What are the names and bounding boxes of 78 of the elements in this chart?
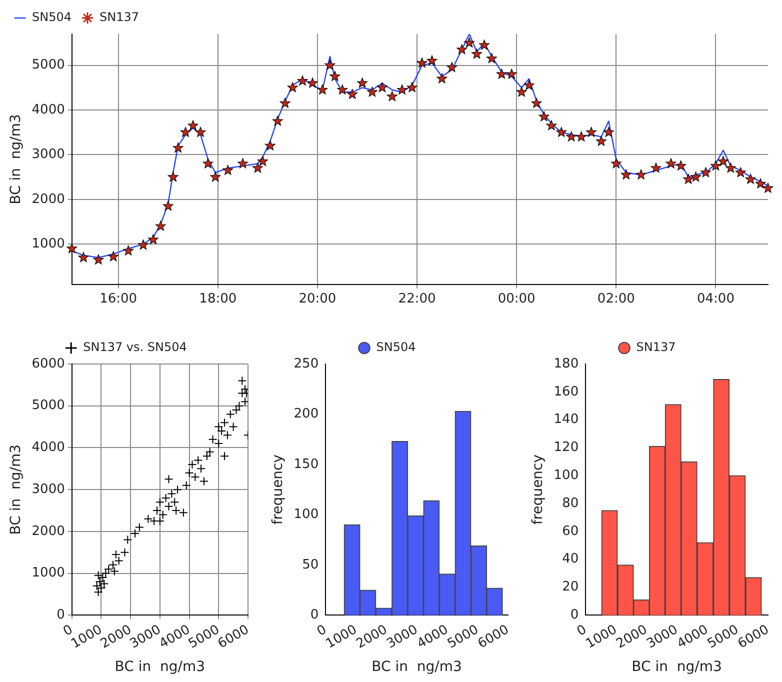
y-tick-label: 100: [294, 507, 319, 522]
legend-label: SN137 vs. SN504: [83, 340, 187, 354]
y-tick-label: 2000: [32, 192, 65, 207]
y-tick-label: 0: [56, 608, 65, 623]
point: [228, 422, 238, 432]
point: [101, 568, 110, 578]
y-tick-label: 80: [562, 496, 579, 511]
point: [234, 401, 244, 410]
x-tick-label: 20:00: [298, 292, 336, 307]
x-tick-label: 02:00: [597, 292, 635, 307]
y-axis-title: BC in ng/m3: [8, 114, 24, 204]
y-tick-label: 150: [294, 456, 319, 472]
x-tick-label: 16:00: [100, 292, 138, 307]
point: [94, 588, 103, 597]
y-tick-label: 5000: [32, 58, 65, 73]
y-tick-label: 20: [562, 580, 579, 595]
y-tick-label: 160: [554, 384, 579, 400]
point: [188, 460, 197, 469]
y-tick-label: 50: [302, 557, 319, 572]
y-axis-title: BC in ng/m3: [8, 444, 24, 535]
point: [161, 493, 170, 502]
y-tick-label: 180: [554, 356, 579, 372]
legend-label: SN137: [636, 340, 676, 354]
y-tick-label: 40: [562, 552, 579, 567]
y-tick-label: 200: [294, 406, 319, 422]
x-axis-title: BC in ng/m3: [372, 659, 462, 676]
y-tick-label: 3000: [32, 147, 65, 162]
x-axis-title: BC in ng/m3: [114, 659, 206, 676]
point: [226, 410, 235, 419]
y-tick-label: 0: [310, 608, 319, 623]
legend-label: SN504: [376, 340, 416, 354]
x-tick-label: 04:00: [696, 292, 734, 307]
point: [182, 480, 191, 490]
y-tick-label: 100: [554, 468, 579, 483]
y-axis-title: frequency: [530, 454, 546, 525]
x-tick-label: 00:00: [498, 292, 536, 307]
y-tick-label: 3000: [32, 482, 65, 497]
legend-label: SN137: [100, 10, 139, 24]
y-axis-title: frequency: [270, 454, 286, 525]
legend-label: SN504: [32, 10, 72, 24]
x-axis-title: BC in ng/m3: [632, 659, 722, 676]
y-tick-label: 1000: [32, 566, 65, 581]
y-tick-label: 5000: [32, 398, 65, 414]
point: [238, 376, 247, 386]
y-tick-label: 140: [554, 412, 579, 428]
y-tick-label: 60: [562, 524, 579, 539]
y-tick-label: 250: [294, 356, 319, 372]
point: [155, 498, 164, 507]
point: [220, 418, 230, 428]
point: [220, 452, 230, 461]
y-tick-label: 2000: [32, 524, 65, 539]
point: [232, 406, 241, 415]
point: [194, 456, 203, 465]
point: [172, 506, 181, 516]
point: [130, 529, 140, 538]
point: [164, 474, 174, 484]
point: [123, 535, 132, 544]
x-tick-label: 18:00: [199, 292, 237, 307]
y-tick-label: 4000: [32, 102, 65, 118]
point: [199, 476, 208, 486]
point: [164, 502, 174, 511]
y-tick-label: 4000: [32, 440, 65, 456]
point: [178, 508, 188, 518]
point: [173, 485, 182, 494]
point: [205, 447, 214, 456]
point: [214, 422, 224, 432]
y-tick-label: 1000: [32, 236, 65, 252]
point: [120, 548, 130, 557]
point: [167, 489, 176, 498]
y-tick-label: 6000: [32, 356, 65, 372]
point: [196, 464, 206, 474]
y-tick-label: 120: [554, 440, 579, 456]
x-tick-label: 22:00: [398, 292, 436, 307]
point: [108, 560, 118, 570]
point: [134, 522, 144, 532]
point: [170, 498, 180, 507]
y-tick-label: 0: [570, 608, 579, 623]
point: [202, 452, 212, 461]
